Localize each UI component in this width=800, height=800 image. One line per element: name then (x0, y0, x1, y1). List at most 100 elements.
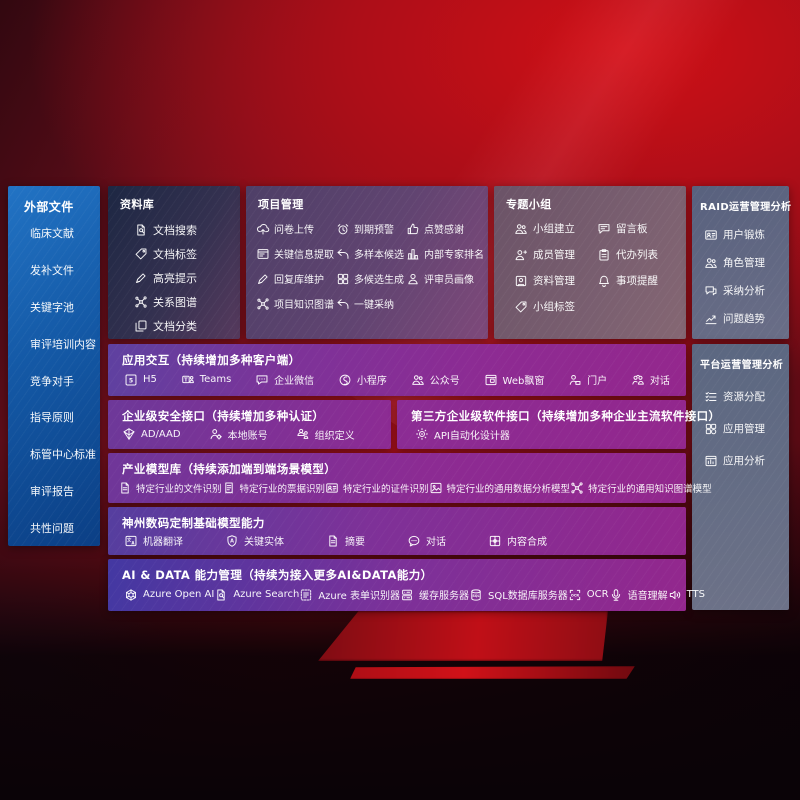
feature-label: 组织定义 (314, 430, 355, 442)
feature-item: Azure Open AI (124, 588, 214, 602)
feature-label: 门户 (587, 376, 608, 387)
feature-label: 应用分析 (723, 455, 765, 467)
row-title: 第三方企业级软件接口（持续增加多种企业主流软件接口） (411, 409, 721, 423)
svg-text:A: A (131, 540, 135, 545)
feature-label: API自动化设计器 (434, 430, 510, 442)
person-gear-icon (209, 427, 223, 441)
feature-label: 文档分类 (153, 320, 197, 333)
feature-item: 到期预警 (336, 221, 404, 236)
reply-arrow-icon (336, 297, 350, 311)
feature-label: 对话 (426, 537, 446, 548)
feature-label: 留言板 (616, 223, 648, 235)
teams-icon: T (181, 373, 195, 387)
sidebar-title: 外部文件 (24, 200, 74, 214)
receipt-icon (222, 481, 236, 495)
miniprogram-icon (338, 373, 352, 387)
id-card-icon (704, 228, 718, 242)
svg-text:文: 文 (127, 536, 132, 543)
feature-label: 角色管理 (723, 257, 765, 269)
feature-item: 资源分配 (704, 389, 787, 404)
feature-label: 特定行业的证件识别 (343, 483, 429, 495)
tts-speaker-icon (668, 588, 682, 602)
grid-icon (336, 272, 350, 286)
sidebar-item: 临床文献 (30, 227, 74, 240)
entity-shield-icon: A (225, 534, 239, 548)
panel-title: RAID运营管理分析 (700, 202, 792, 213)
person-add-icon (514, 248, 528, 262)
feature-label: 小组标签 (533, 301, 575, 313)
api-gear-icon (415, 427, 429, 441)
feature-item: T Teams (181, 373, 231, 387)
feature-label: 特定行业的通用知识图谱模型 (588, 483, 712, 495)
feature-item: AD/AAD (122, 427, 181, 441)
feature-label: 评审员画像 (424, 275, 474, 286)
feature-label: 缓存服务器 (419, 591, 469, 602)
sidebar-item: 审评培训内容 (30, 337, 96, 351)
feature-label: 本地账号 (227, 430, 268, 442)
doc-icon (118, 481, 132, 495)
sidebar-item: 审评报告 (30, 485, 74, 499)
feature-label: 点赞感谢 (424, 225, 464, 236)
platform-analysis-panel: 平台运营管理分析 资源分配 应用管理 应用分析 (692, 344, 789, 610)
feature-item: 角色管理 (704, 255, 787, 270)
feature-item: 内容合成 (488, 533, 547, 548)
feature-label: 采纳分析 (723, 285, 765, 297)
feature-label: 企业微信 (274, 376, 315, 387)
feature-label: 事项提醒 (616, 275, 658, 287)
sidebar-item: 共性问题 (30, 522, 74, 535)
feature-item: 应用分析 (704, 453, 787, 468)
base-item-list: 文 A 机器翻译 A 关键实体 摘要 对话 内容合成 (108, 533, 686, 555)
docs-icon (134, 319, 148, 333)
album-icon (514, 274, 528, 288)
groups-item-grid: 小组建立 留言板 成员管理 代办列表 资料管理 事项提醒 小组标签 (494, 216, 686, 322)
sidebar-item: 指导原则 (30, 411, 74, 425)
feature-item: 对话 (631, 372, 670, 387)
feature-item: 门户 (568, 372, 607, 387)
compose-grid-icon (488, 534, 502, 548)
app-interaction-row: 应用交互（持续增加多种客户端） 5 H5 T Teams 企业微信 小程序 公众号 Web飘窗… (108, 344, 686, 396)
feature-item: 文档搜索 (134, 222, 236, 238)
row-title: 产业模型库（持续添加端到端场景模型） (122, 462, 337, 476)
feature-item: Web飘窗 (484, 372, 545, 387)
feature-label: 特定行业的文件识别 (136, 483, 222, 495)
panel-title: 平台运营管理分析 (700, 360, 784, 371)
feature-item: 一键采纳 (336, 296, 404, 311)
feature-item: 事项提醒 (597, 273, 680, 288)
feature-label: 用户锻炼 (723, 229, 765, 241)
org-people-icon (296, 427, 310, 441)
feature-label: Web飘窗 (502, 376, 545, 387)
feature-label: 文档搜索 (153, 224, 197, 237)
feature-item: 内部专家排名 (406, 246, 484, 261)
panel-title: 专题小组 (506, 198, 552, 211)
pen-icon (134, 271, 148, 285)
row-title: 应用交互（持续增加多种客户端） (122, 353, 301, 367)
network-icon (570, 481, 584, 495)
rank-chart-icon (406, 247, 420, 261)
thumbs-up-icon (406, 222, 420, 236)
platform-item-list: 资源分配 应用管理 应用分析 (692, 377, 789, 476)
interaction-item-list: 5 H5 T Teams 企业微信 小程序 公众号 Web飘窗 门户 对话 (108, 370, 686, 396)
feature-label: 内部专家排名 (424, 250, 484, 261)
panel-title: 项目管理 (258, 198, 304, 211)
repository-item-list: 文档搜索 文档标签 高亮提示 关系图谱 文档分类 (108, 216, 240, 342)
form-icon (299, 588, 313, 602)
feature-item: 5 H5 (124, 373, 157, 387)
feature-item: 文 A 机器翻译 (124, 533, 183, 548)
feature-item: API自动化设计器 (415, 427, 510, 442)
feature-item: 对话 (407, 533, 446, 548)
feature-label: 特定行业的通用数据分析模型 (446, 483, 571, 495)
raid-item-list: 用户锻炼角色管理采纳分析问题趋势 (692, 219, 789, 334)
svg-text:A: A (230, 538, 234, 544)
feature-item: 问题趋势 (704, 311, 787, 326)
feature-item: 特定行业的通用知识图谱模型 (570, 481, 712, 495)
feature-item: 文档标签 (134, 246, 236, 262)
feature-item: 高亮提示 (134, 270, 236, 286)
feature-label: 特定行业的票据识别 (239, 483, 326, 495)
feature-label: 机器翻译 (143, 537, 183, 548)
feature-label: 回复库维护 (274, 275, 324, 286)
svg-text:OCR: OCR (571, 593, 580, 597)
doc-search-icon (214, 588, 228, 602)
feature-label: 公众号 (429, 376, 460, 387)
sidebar-item: 竞争对手 (30, 374, 74, 388)
ocr-scan-icon: OCR (568, 588, 582, 602)
